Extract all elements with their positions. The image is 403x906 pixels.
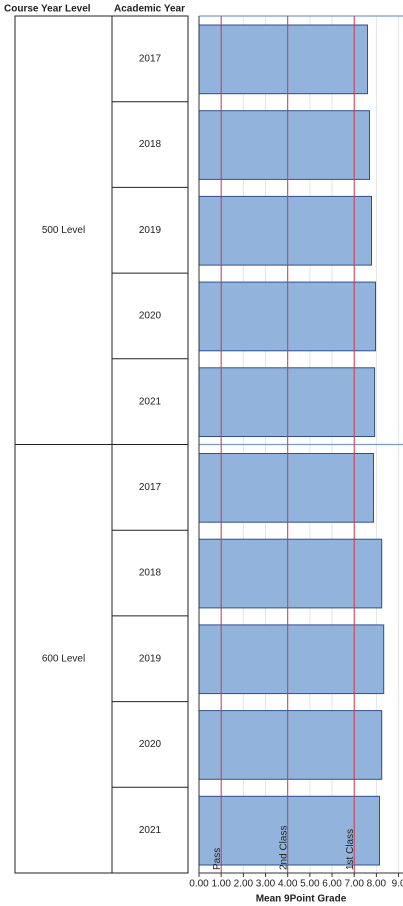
bar: [198, 24, 369, 95]
x-tick-label: 0.00: [189, 879, 209, 890]
x-tick-label: 4.00: [278, 879, 298, 890]
x-tick-label: 2.00: [234, 879, 254, 890]
category-label: 2017: [139, 53, 162, 64]
category-label: 2019: [139, 653, 162, 664]
group-label: 500 Level: [42, 225, 85, 236]
category-label: 2020: [139, 311, 162, 322]
x-tick-label: 5.00: [300, 879, 320, 890]
x-tick-label: 9.0: [392, 879, 403, 890]
x-tick-label: 7.00: [344, 879, 364, 890]
x-axis-label: Mean 9Point Grade: [256, 894, 347, 905]
category-label: 2018: [139, 139, 162, 150]
category-label: 2020: [139, 739, 162, 750]
x-tick-label: 6.00: [322, 879, 342, 890]
x-tick-label: 1.00: [211, 879, 231, 890]
bar: [198, 110, 371, 180]
category-label: 2021: [139, 825, 162, 836]
bar: [198, 710, 383, 780]
category-header: Academic Year: [114, 4, 185, 15]
category-label: 2018: [139, 568, 162, 579]
x-tick-label: 8.00: [367, 879, 387, 890]
reference-label: 2nd Class: [278, 826, 289, 870]
category-label: 2021: [139, 396, 162, 407]
bar: [198, 624, 385, 695]
category-label: 2019: [139, 225, 162, 236]
bar: [198, 367, 376, 437]
bar: [198, 453, 375, 523]
group-header: Course Year Level: [4, 4, 91, 15]
bar: [198, 795, 380, 866]
reference-label: 1st Class: [345, 829, 356, 870]
x-tick-label: 3.00: [256, 879, 276, 890]
bar: [198, 195, 373, 266]
group-label: 600 Level: [42, 653, 85, 664]
reference-label: Pass: [212, 848, 223, 870]
category-label: 2017: [139, 482, 162, 493]
